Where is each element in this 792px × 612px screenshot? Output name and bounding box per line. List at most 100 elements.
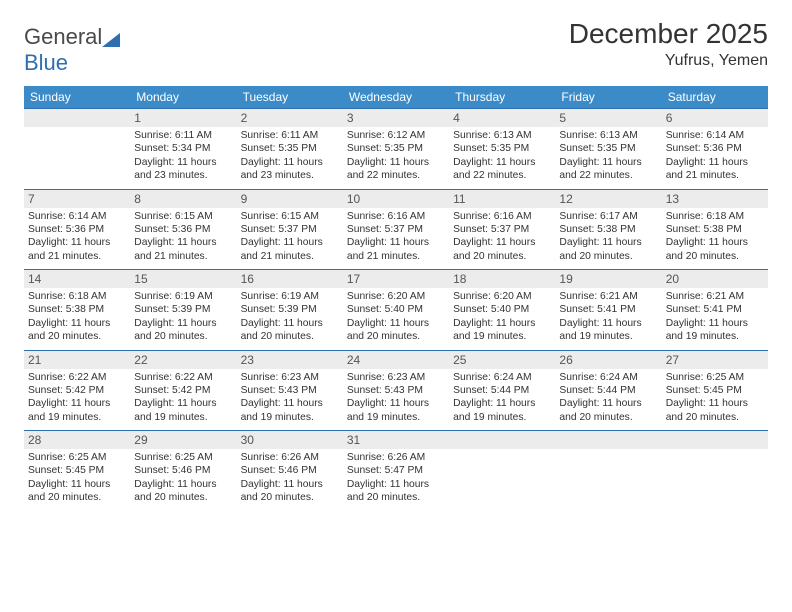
sunrise-line: Sunrise: 6:20 AM: [453, 290, 551, 303]
sunrise-line: Sunrise: 6:20 AM: [347, 290, 445, 303]
calendar-cell: 25Sunrise: 6:24 AMSunset: 5:44 PMDayligh…: [449, 350, 555, 431]
day-details: Sunrise: 6:24 AMSunset: 5:44 PMDaylight:…: [555, 369, 661, 431]
calendar-cell: 1Sunrise: 6:11 AMSunset: 5:34 PMDaylight…: [130, 109, 236, 190]
daylight-line: Daylight: 11 hours and 20 minutes.: [347, 317, 445, 344]
day-details: Sunrise: 6:16 AMSunset: 5:37 PMDaylight:…: [449, 208, 555, 270]
day-details: Sunrise: 6:12 AMSunset: 5:35 PMDaylight:…: [343, 127, 449, 189]
day-details: Sunrise: 6:21 AMSunset: 5:41 PMDaylight:…: [555, 288, 661, 350]
day-details: Sunrise: 6:26 AMSunset: 5:46 PMDaylight:…: [237, 449, 343, 511]
sunset-line: Sunset: 5:38 PM: [666, 223, 764, 236]
day-number: 7: [24, 190, 130, 208]
day-number: 21: [24, 351, 130, 369]
day-number: 20: [662, 270, 768, 288]
sunrise-line: Sunrise: 6:13 AM: [453, 129, 551, 142]
sunset-line: Sunset: 5:46 PM: [241, 464, 339, 477]
day-number: 31: [343, 431, 449, 449]
daylight-line: Daylight: 11 hours and 23 minutes.: [241, 156, 339, 183]
calendar-row: 7Sunrise: 6:14 AMSunset: 5:36 PMDaylight…: [24, 189, 768, 270]
calendar-cell: [662, 431, 768, 511]
day-number: 13: [662, 190, 768, 208]
calendar-cell: 26Sunrise: 6:24 AMSunset: 5:44 PMDayligh…: [555, 350, 661, 431]
calendar-cell: 9Sunrise: 6:15 AMSunset: 5:37 PMDaylight…: [237, 189, 343, 270]
daylight-line: Daylight: 11 hours and 20 minutes.: [559, 236, 657, 263]
calendar-cell: 11Sunrise: 6:16 AMSunset: 5:37 PMDayligh…: [449, 189, 555, 270]
sunset-line: Sunset: 5:39 PM: [241, 303, 339, 316]
sunrise-line: Sunrise: 6:23 AM: [347, 371, 445, 384]
calendar-cell: 2Sunrise: 6:11 AMSunset: 5:35 PMDaylight…: [237, 109, 343, 190]
daylight-line: Daylight: 11 hours and 20 minutes.: [241, 478, 339, 505]
sunrise-line: Sunrise: 6:26 AM: [241, 451, 339, 464]
daylight-line: Daylight: 11 hours and 22 minutes.: [347, 156, 445, 183]
calendar-row: 28Sunrise: 6:25 AMSunset: 5:45 PMDayligh…: [24, 431, 768, 511]
day-details: Sunrise: 6:15 AMSunset: 5:37 PMDaylight:…: [237, 208, 343, 270]
calendar-cell: 28Sunrise: 6:25 AMSunset: 5:45 PMDayligh…: [24, 431, 130, 511]
month-title: December 2025: [569, 18, 768, 50]
day-header: Sunday: [24, 86, 130, 109]
daylight-line: Daylight: 11 hours and 19 minutes.: [559, 317, 657, 344]
sunrise-line: Sunrise: 6:24 AM: [453, 371, 551, 384]
day-details: Sunrise: 6:11 AMSunset: 5:34 PMDaylight:…: [130, 127, 236, 189]
daylight-line: Daylight: 11 hours and 19 minutes.: [28, 397, 126, 424]
day-details-empty: [24, 127, 130, 185]
sunset-line: Sunset: 5:35 PM: [453, 142, 551, 155]
day-number-empty: [662, 431, 768, 449]
calendar-cell: 18Sunrise: 6:20 AMSunset: 5:40 PMDayligh…: [449, 270, 555, 351]
day-number-empty: [555, 431, 661, 449]
day-details: Sunrise: 6:26 AMSunset: 5:47 PMDaylight:…: [343, 449, 449, 511]
sunrise-line: Sunrise: 6:21 AM: [666, 290, 764, 303]
sunset-line: Sunset: 5:39 PM: [134, 303, 232, 316]
calendar-cell: 22Sunrise: 6:22 AMSunset: 5:42 PMDayligh…: [130, 350, 236, 431]
daylight-line: Daylight: 11 hours and 19 minutes.: [241, 397, 339, 424]
header: General Blue December 2025 Yufrus, Yemen: [24, 18, 768, 76]
calendar-cell: 6 Sunrise: 6:14 AMSunset: 5:36 PMDaylight…: [662, 109, 768, 190]
calendar-table: Sunday Monday Tuesday Wednesday Thursday…: [24, 86, 768, 511]
daylight-line: Daylight: 11 hours and 23 minutes.: [134, 156, 232, 183]
day-number: 27: [662, 351, 768, 369]
sunrise-line: Sunrise: 6:24 AM: [559, 371, 657, 384]
sunset-line: Sunset: 5:44 PM: [559, 384, 657, 397]
day-details: Sunrise: 6:19 AMSunset: 5:39 PMDaylight:…: [130, 288, 236, 350]
sunset-line: Sunset: 5:37 PM: [453, 223, 551, 236]
sunset-line: Sunset: 5:36 PM: [666, 142, 764, 155]
day-number: 24: [343, 351, 449, 369]
day-details: Sunrise: 6:20 AMSunset: 5:40 PMDaylight:…: [449, 288, 555, 350]
day-number: 10: [343, 190, 449, 208]
sunrise-line: Sunrise: 6:14 AM: [666, 129, 764, 142]
day-header: Thursday: [449, 86, 555, 109]
sunrise-line: Sunrise: 6:15 AM: [241, 210, 339, 223]
sunset-line: Sunset: 5:38 PM: [559, 223, 657, 236]
daylight-line: Daylight: 11 hours and 20 minutes.: [453, 236, 551, 263]
daylight-line: Daylight: 11 hours and 21 minutes.: [28, 236, 126, 263]
sunrise-line: Sunrise: 6:22 AM: [28, 371, 126, 384]
sunrise-line: Sunrise: 6:15 AM: [134, 210, 232, 223]
logo-text-blue: Blue: [24, 50, 68, 75]
day-number: 16: [237, 270, 343, 288]
sunrise-line: Sunrise: 6:12 AM: [347, 129, 445, 142]
day-number: 25: [449, 351, 555, 369]
day-details: Sunrise: 6:11 AMSunset: 5:35 PMDaylight:…: [237, 127, 343, 189]
daylight-line: Daylight: 11 hours and 20 minutes.: [28, 478, 126, 505]
day-number: 22: [130, 351, 236, 369]
day-details: Sunrise: 6:21 AMSunset: 5:41 PMDaylight:…: [662, 288, 768, 350]
sunset-line: Sunset: 5:41 PM: [666, 303, 764, 316]
sunrise-line: Sunrise: 6:19 AM: [241, 290, 339, 303]
calendar-cell: 5Sunrise: 6:13 AMSunset: 5:35 PMDaylight…: [555, 109, 661, 190]
day-details: Sunrise: 6:24 AMSunset: 5:44 PMDaylight:…: [449, 369, 555, 431]
calendar-cell: 16Sunrise: 6:19 AMSunset: 5:39 PMDayligh…: [237, 270, 343, 351]
daylight-line: Daylight: 11 hours and 21 minutes.: [241, 236, 339, 263]
day-number: 6: [662, 109, 768, 127]
sunset-line: Sunset: 5:40 PM: [347, 303, 445, 316]
sunrise-line: Sunrise: 6:21 AM: [559, 290, 657, 303]
sunset-line: Sunset: 5:46 PM: [134, 464, 232, 477]
day-details: Sunrise: 6:25 AMSunset: 5:45 PMDaylight:…: [662, 369, 768, 431]
day-details: Sunrise: 6:18 AMSunset: 5:38 PMDaylight:…: [662, 208, 768, 270]
calendar-cell: 20Sunrise: 6:21 AMSunset: 5:41 PMDayligh…: [662, 270, 768, 351]
calendar-cell: [449, 431, 555, 511]
day-details: Sunrise: 6:25 AMSunset: 5:45 PMDaylight:…: [24, 449, 130, 511]
day-number: 3: [343, 109, 449, 127]
sunrise-line: Sunrise: 6:11 AM: [241, 129, 339, 142]
day-details: Sunrise: 6:19 AMSunset: 5:39 PMDaylight:…: [237, 288, 343, 350]
daylight-line: Daylight: 11 hours and 20 minutes.: [134, 317, 232, 344]
day-details: Sunrise: 6:17 AMSunset: 5:38 PMDaylight:…: [555, 208, 661, 270]
daylight-line: Daylight: 11 hours and 21 minutes.: [666, 156, 764, 183]
